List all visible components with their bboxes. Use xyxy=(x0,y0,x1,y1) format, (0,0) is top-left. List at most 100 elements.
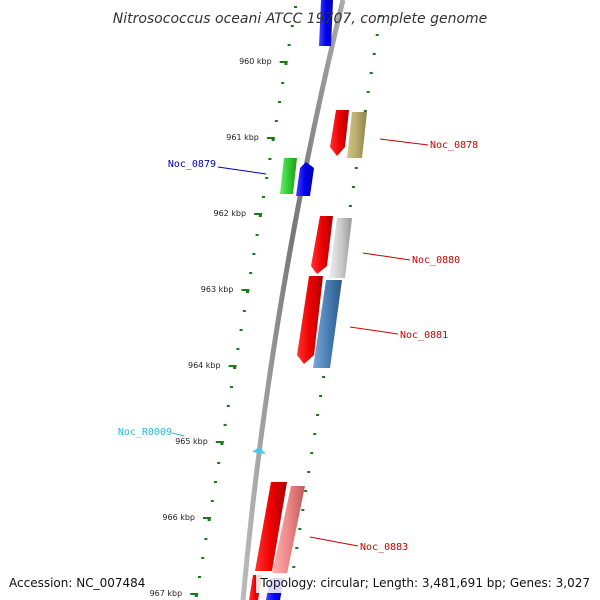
minor-tick xyxy=(258,215,262,217)
genome-backbone xyxy=(240,0,346,600)
minor-tick xyxy=(281,82,285,84)
minor-tick xyxy=(292,566,296,568)
gene-noc-0878-b[interactable] xyxy=(347,112,367,158)
major-ticks: 960 kbp 961 kbp 962 kbp 963 kbp 964 kbp 965 k… xyxy=(150,57,288,598)
gene-noc-0881-b[interactable] xyxy=(313,280,342,368)
minor-tick xyxy=(284,63,288,65)
minor-tick xyxy=(274,120,278,122)
minor-tick xyxy=(372,53,376,55)
minor-tick xyxy=(294,6,297,8)
minor-tick xyxy=(198,576,201,578)
major-tick xyxy=(266,137,275,139)
minor-tick xyxy=(278,101,281,103)
gene-noc-r0009[interactable] xyxy=(252,447,266,454)
gene-label[interactable]: Noc_0883 xyxy=(360,542,408,553)
minor-tick xyxy=(307,471,311,473)
minor-tick xyxy=(290,25,294,27)
minor-tick xyxy=(304,490,308,492)
major-tick xyxy=(190,593,199,595)
minor-tick xyxy=(233,367,237,369)
gene-label[interactable]: Noc_0880 xyxy=(412,255,460,266)
minor-tick xyxy=(268,158,272,160)
minor-tick xyxy=(239,329,243,331)
minor-tick xyxy=(322,376,326,378)
gene-leader-line xyxy=(362,252,411,261)
gene-leader-line xyxy=(171,432,185,437)
minor-tick xyxy=(295,547,299,549)
minor-tick xyxy=(220,443,224,445)
minor-tick xyxy=(351,186,355,188)
topology-text: Topology: circular; Length: 3,481,691 bp… xyxy=(259,576,590,590)
minor-tick xyxy=(375,34,379,36)
gene-noc-0878-a[interactable] xyxy=(330,110,349,156)
tick-track-left xyxy=(194,6,297,597)
tick-label: 967 kbp xyxy=(150,589,183,598)
gene-label[interactable]: Noc_R0009 xyxy=(118,427,172,438)
minor-tick xyxy=(194,595,198,597)
minor-tick xyxy=(363,110,367,112)
minor-tick xyxy=(223,424,227,426)
minor-tick xyxy=(262,196,265,198)
minor-tick xyxy=(230,386,233,388)
minor-tick xyxy=(301,509,305,511)
gene-leader-line xyxy=(349,326,399,335)
tick-label: 965 kbp xyxy=(175,437,208,446)
major-tick xyxy=(215,441,224,443)
major-tick xyxy=(203,517,211,519)
tick-label: 966 kbp xyxy=(162,513,195,522)
gene-noc-0879-blue[interactable] xyxy=(296,162,314,196)
minor-tick xyxy=(319,395,323,397)
major-tick xyxy=(228,365,237,367)
gene-top-partial[interactable] xyxy=(319,0,333,46)
gene-noc-0883-b[interactable] xyxy=(272,486,305,574)
major-tick xyxy=(254,213,263,215)
gene-noc-0880-a[interactable] xyxy=(311,216,333,274)
minor-tick xyxy=(201,557,205,559)
gene-leader-line xyxy=(379,138,429,146)
minor-tick xyxy=(246,291,249,293)
minor-tick xyxy=(242,310,246,312)
minor-tick xyxy=(287,44,291,46)
minor-tick xyxy=(313,433,317,435)
minor-tick xyxy=(236,348,240,350)
gene-labels: Noc_0878 Noc_0879 Noc_0880 Noc_0881 Noc_R000… xyxy=(118,138,478,553)
gene-noc-0881-a[interactable] xyxy=(297,276,323,364)
minor-tick xyxy=(316,414,320,416)
minor-tick xyxy=(378,15,382,17)
gene-label[interactable]: Noc_0878 xyxy=(430,140,478,151)
gene-label[interactable]: Noc_0879 xyxy=(168,159,216,170)
tick-label: 964 kbp xyxy=(188,361,221,370)
minor-tick xyxy=(207,519,211,521)
gene-leader-line xyxy=(217,166,267,175)
tick-label: 960 kbp xyxy=(239,57,272,66)
tick-label: 961 kbp xyxy=(226,133,259,142)
major-tick xyxy=(279,61,288,63)
gene-noc-0879-green[interactable] xyxy=(280,158,297,194)
minor-tick xyxy=(217,462,221,464)
minor-tick xyxy=(348,205,352,207)
minor-tick xyxy=(310,452,314,454)
minor-tick xyxy=(369,72,373,74)
minor-tick xyxy=(265,177,269,179)
gene-noc-0880-b[interactable] xyxy=(329,218,352,278)
minor-tick xyxy=(204,538,208,540)
minor-tick xyxy=(210,500,214,502)
minor-tick xyxy=(298,528,302,530)
gene-features xyxy=(249,0,367,600)
minor-tick xyxy=(354,167,358,169)
minor-tick xyxy=(249,272,253,274)
major-tick xyxy=(241,289,250,291)
gene-label[interactable]: Noc_0881 xyxy=(400,330,448,341)
minor-tick xyxy=(255,234,259,236)
map-title: Nitrosococcus oceani ATCC 19707, complet… xyxy=(113,11,488,27)
minor-tick xyxy=(214,481,217,483)
minor-tick xyxy=(366,91,370,93)
tick-label: 962 kbp xyxy=(213,209,246,218)
tick-label: 963 kbp xyxy=(201,285,234,294)
minor-tick xyxy=(226,405,230,407)
accession-text: Accession: NC_007484 xyxy=(9,576,145,590)
gene-noc-0883-a[interactable] xyxy=(255,482,287,571)
minor-tick xyxy=(271,139,275,141)
topology-text-background xyxy=(256,573,592,593)
